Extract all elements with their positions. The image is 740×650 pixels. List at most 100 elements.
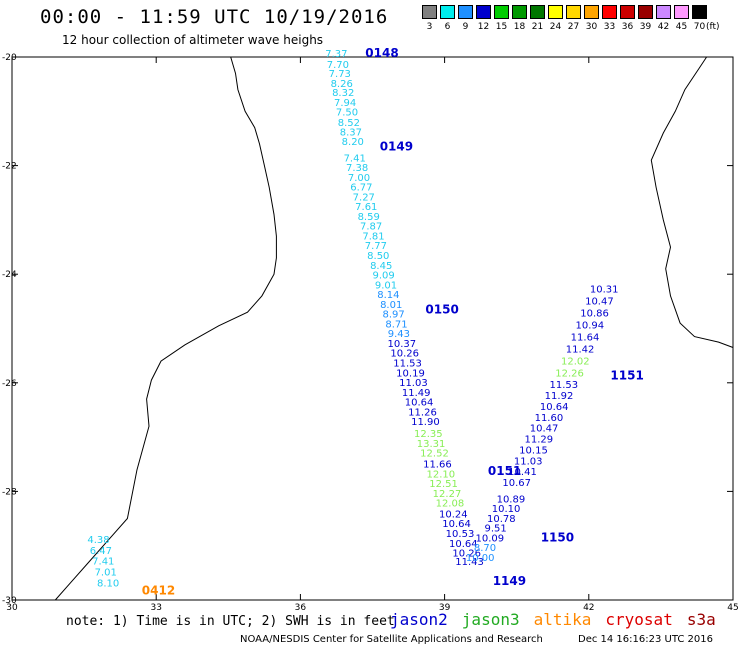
swh-value: 7.70 <box>327 60 349 71</box>
swh-value: 9.51 <box>484 524 506 535</box>
wave-height-observations: 7.377.707.738.268.327.947.508.528.378.20… <box>87 49 618 589</box>
footer-note: note: 1) Time is in UTC; 2) SWH is in fe… <box>66 614 395 629</box>
pass-time-label: 0150 <box>425 302 458 316</box>
pass-time-label: 1151 <box>610 369 643 383</box>
swh-value: 8.26 <box>331 79 353 90</box>
pass-time-label: 0412 <box>142 584 175 598</box>
scale-label: 39 <box>639 22 652 32</box>
page-subtitle: 12 hour collection of altimeter wave hei… <box>62 33 324 47</box>
swh-value: 7.27 <box>353 192 375 203</box>
swh-value: 8.32 <box>332 88 354 99</box>
swh-value: 12.52 <box>420 449 449 460</box>
scale-label: 42 <box>657 22 670 32</box>
swh-value: 7.41 <box>344 153 366 164</box>
swh-value: 12.10 <box>426 469 455 480</box>
swh-value: 10.26 <box>390 349 419 360</box>
scale-swatch <box>530 5 545 19</box>
swh-value: 10.89 <box>497 494 526 505</box>
swh-value: 8.01 <box>380 300 402 311</box>
x-tick-label: 33 <box>150 603 161 610</box>
swh-value: 7.77 <box>365 241 387 252</box>
swh-value: 10.78 <box>487 514 516 525</box>
swh-value: 8.59 <box>358 212 380 223</box>
coastline-layer <box>54 56 734 601</box>
swh-value: 10.09 <box>475 533 504 544</box>
swh-value: 10.86 <box>580 309 609 320</box>
scale-swatch <box>458 5 473 19</box>
x-tick-label: 36 <box>295 603 307 610</box>
scale-swatch <box>512 5 527 19</box>
swh-value: 8.97 <box>382 310 404 321</box>
scale-swatch <box>692 5 707 19</box>
swh-value: 10.64 <box>405 398 434 409</box>
scale-label: 36 <box>621 22 634 32</box>
swh-value: 10.64 <box>442 519 471 530</box>
y-tick-label: -30 <box>2 596 17 606</box>
swh-value: 7.94 <box>334 98 356 109</box>
satellite-legend: jason2 jason3 altika cryosat s3a <box>390 610 730 629</box>
scale-swatch <box>638 5 653 19</box>
swh-value: 10.64 <box>449 539 478 550</box>
swh-value: 6.77 <box>350 183 372 194</box>
swh-value: 7.61 <box>355 202 377 213</box>
scale-label: 33 <box>603 22 616 32</box>
swh-value: 6.47 <box>90 546 112 557</box>
map-plot: 30 33 36 39 42 45-20-22-24-26-28-30 7.377.707… <box>2 46 739 610</box>
swh-value: 8.50 <box>367 251 389 262</box>
axis-ticks: 30 33 36 39 42 45 -20 -22 -24 -26 -28 -30 <box>2 53 739 610</box>
pass-time-label: 0149 <box>380 139 413 153</box>
satellite-label: jason2 <box>390 610 448 629</box>
satellite-label: jason3 <box>461 610 520 629</box>
swh-value: 8.52 <box>338 118 360 129</box>
satellite-label: cryosat <box>605 610 673 629</box>
swh-value: 10.37 <box>387 339 416 350</box>
swh-value: 11.66 <box>423 460 452 471</box>
swh-value: 7.50 <box>336 108 358 119</box>
map-frame <box>11 56 734 601</box>
swh-value: 10.24 <box>439 510 468 521</box>
swh-value: 10.15 <box>519 445 548 456</box>
swh-value: 9.43 <box>388 329 410 340</box>
swh-value: 10.31 <box>590 285 619 296</box>
swh-value: 10.47 <box>585 297 614 308</box>
swh-value: 11.92 <box>545 391 574 402</box>
x-tick-label: 42 <box>583 603 594 610</box>
swh-value: 11.60 <box>535 413 564 424</box>
swh-value: 11.43 <box>455 557 484 568</box>
swh-value: 10.53 <box>446 529 475 540</box>
swh-value: 7.81 <box>362 231 384 242</box>
swh-value: 12.02 <box>561 356 590 367</box>
pass-time-label: 0151 <box>488 464 521 478</box>
swh-value: 8.37 <box>340 128 362 139</box>
swh-value: 9.09 <box>372 271 394 282</box>
swh-value: 8.10 <box>97 578 119 589</box>
swh-value: 11.49 <box>402 388 431 399</box>
scale-swatch <box>494 5 509 19</box>
scale-label: 21 <box>531 22 544 32</box>
y-tick-label: -24 <box>2 270 17 280</box>
swh-value: 4.38 <box>87 535 109 546</box>
scale-label: 15 <box>495 22 508 32</box>
swh-value: 11.03 <box>399 378 428 389</box>
x-tick-label: 45 <box>727 603 738 610</box>
scale-swatch <box>674 5 689 19</box>
swh-value: 7.38 <box>346 163 368 174</box>
x-tick-label: 30 <box>6 603 18 610</box>
swh-value: 11.90 <box>411 417 440 428</box>
pass-time-labels: 0148 0149 0150 0151 1149 1150 1151 0412 <box>142 46 644 598</box>
scale-swatch <box>656 5 671 19</box>
scale-label: 6 <box>444 22 451 32</box>
swh-value: 11.26 <box>408 407 437 418</box>
swh-value: 13.31 <box>417 439 446 450</box>
swh-value: 11.64 <box>571 332 600 343</box>
scale-label: 9 <box>462 22 469 32</box>
page-title: 00:00 - 11:59 UTC 10/19/2016 <box>40 6 389 28</box>
scale-unit-label: (ft) <box>706 22 720 32</box>
swh-value: 7.37 <box>325 49 347 60</box>
swh-value: 10.94 <box>575 321 604 332</box>
swh-value: 11.42 <box>566 344 595 355</box>
pass-time-label: 1150 <box>541 530 574 544</box>
swh-value: 7.87 <box>360 222 382 233</box>
y-tick-label: -28 <box>2 487 17 497</box>
